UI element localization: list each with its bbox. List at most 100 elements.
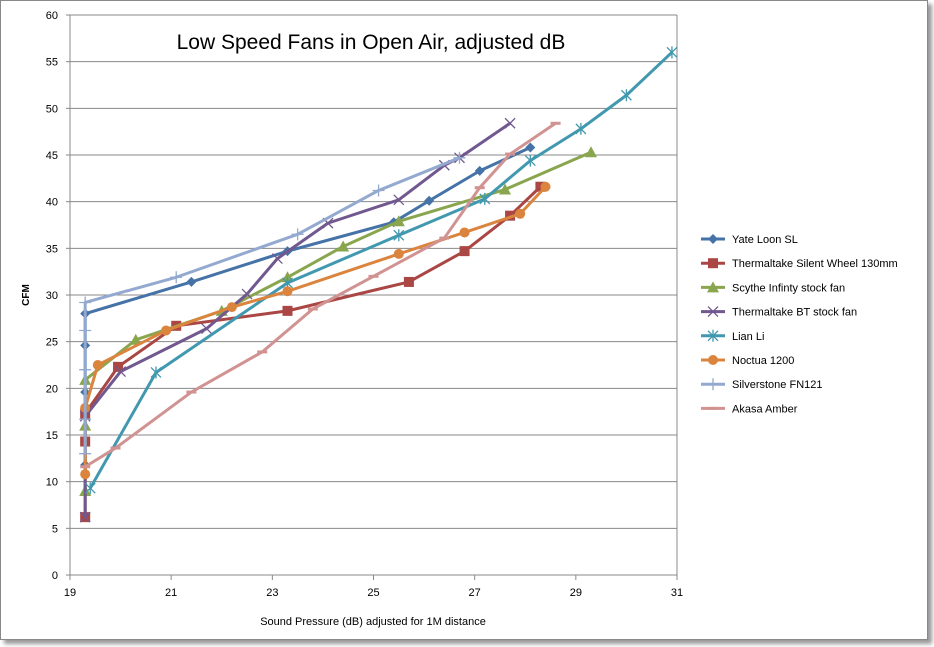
legend-item: Akasa Amber [701,403,798,415]
gridlines [70,14,678,575]
data-point [620,89,632,102]
legend-item: Thermaltake Silent Wheel 130mm [701,258,898,270]
data-point [129,333,142,345]
data-point [499,183,512,195]
y-axis-label: CFM [21,284,32,306]
data-point [291,228,304,241]
legend-item: Noctua 1200 [701,355,794,367]
y-tick-label: 35 [46,243,58,255]
legend-item: Yate Loon SL [701,234,798,246]
series-line [88,51,673,489]
data-point [79,413,92,426]
y-tick-label: 5 [52,523,58,535]
data-point [707,306,719,318]
data-point [708,234,718,244]
series-lian-li [84,46,678,495]
data-point [504,117,516,129]
x-tick-label: 31 [671,587,683,599]
data-point [79,324,92,337]
data-point [708,258,718,269]
legend-item: Scythe Infinty stock fan [701,281,845,294]
data-point [79,511,91,523]
data-point [170,271,183,284]
y-tick-label: 20 [46,383,58,395]
data-point [79,447,92,460]
data-point [666,46,678,59]
data-point [372,184,385,197]
legend-item: Thermaltake BT stock fan [701,306,857,319]
series-line [83,185,547,475]
data-point [424,195,435,206]
y-tick-label: 45 [46,150,58,162]
legend-item: Lian Li [701,329,764,343]
data-point [150,366,162,379]
legend-label: Akasa Amber [732,403,798,415]
data-point [79,296,92,309]
data-point [80,469,91,480]
data-point [535,181,546,192]
data-point [707,329,719,342]
legend-label: Noctua 1200 [732,355,794,367]
legend-label: Silverstone FN121 [732,379,823,391]
series-silverstone-fn121 [79,151,466,460]
legend-label: Scythe Infinty stock fan [732,282,845,294]
y-tick-label: 10 [46,477,58,489]
x-tick-label: 19 [64,587,76,599]
data-point [84,482,96,495]
series-line [83,185,542,518]
data-point [282,305,293,316]
series-scythe-infinty-stock-fan [79,146,598,496]
chart-title: Low Speed Fans in Open Air, adjusted dB [177,31,566,54]
y-tick-label: 50 [46,103,58,115]
data-point [515,208,526,219]
legend-label: Lian Li [732,331,764,343]
data-point [393,248,404,259]
data-point [453,151,466,164]
data-point [392,215,405,227]
x-axis-label: Sound Pressure (dB) adjusted for 1M dist… [260,616,486,628]
legend-label: Thermaltake BT stock fan [732,307,857,319]
y-tick-label: 0 [52,570,58,582]
data-point [479,192,491,205]
data-point [161,325,172,336]
series-line [84,122,557,469]
data-point [459,227,470,238]
series-line [83,150,592,491]
legend-item: Silverstone FN121 [701,378,823,391]
y-tick-label: 40 [46,197,58,209]
data-point [524,154,536,167]
data-point [393,229,405,242]
data-point [525,142,536,153]
y-tick-label: 25 [46,337,58,349]
x-tick-label: 25 [367,587,379,599]
y-tick-label: 30 [46,290,58,302]
data-point [337,240,350,252]
series-group [79,46,678,523]
data-point [113,361,124,372]
data-point [186,276,197,287]
data-point [540,181,551,192]
x-tick-label: 27 [469,587,481,599]
legend: Yate Loon SL Thermaltake Silent Wheel 130… [701,234,898,415]
data-point [459,246,470,257]
data-point [92,360,103,370]
data-point [707,378,719,391]
data-point [201,323,213,335]
data-point [575,122,587,135]
axes: 0 5 10 15 20 25 30 35 40 45 50 55 60 19 21 23 25 27 29 31 [46,10,683,599]
data-point [226,302,237,313]
series-line [83,156,461,454]
x-tick-label: 21 [165,587,177,599]
data-point [393,194,405,206]
data-point [241,288,253,300]
data-point [79,363,92,376]
data-point [708,355,718,365]
legend-label: Thermaltake Silent Wheel 130mm [732,258,898,270]
data-point [403,276,414,287]
series-noctua-1200 [80,181,551,480]
x-tick-label: 23 [266,587,278,599]
data-point [585,146,598,158]
y-tick-label: 55 [46,57,58,69]
